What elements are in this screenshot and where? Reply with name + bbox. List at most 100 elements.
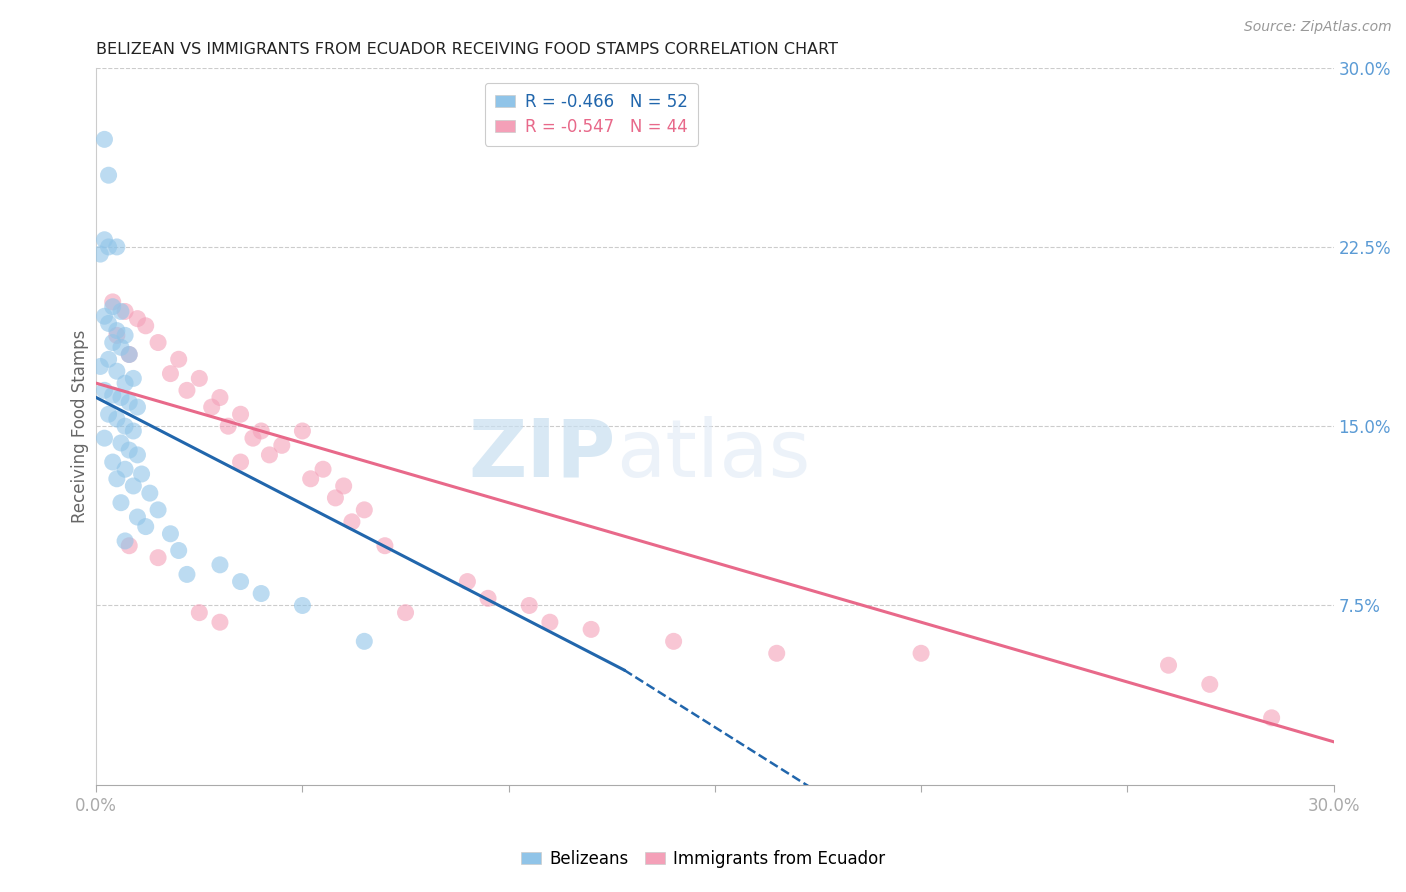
Point — [127, 400, 149, 414]
Point — [105, 240, 128, 254]
Point — [299, 472, 322, 486]
Point — [270, 438, 292, 452]
Point — [188, 606, 211, 620]
Point — [208, 558, 231, 572]
Point — [93, 310, 115, 324]
Y-axis label: Receiving Food Stamps: Receiving Food Stamps — [72, 329, 89, 523]
Point — [242, 431, 264, 445]
Point — [291, 424, 314, 438]
Point — [110, 340, 132, 354]
Point — [97, 352, 120, 367]
Point — [176, 567, 198, 582]
Point — [93, 431, 115, 445]
Point — [340, 515, 363, 529]
Point — [127, 448, 149, 462]
Point — [146, 335, 169, 350]
Point — [114, 304, 136, 318]
Point — [118, 539, 141, 553]
Point — [477, 591, 499, 606]
Point — [538, 615, 561, 630]
Point — [176, 384, 198, 398]
Point — [208, 615, 231, 630]
Point — [101, 300, 124, 314]
Point — [662, 634, 685, 648]
Point — [250, 586, 273, 600]
Point — [122, 424, 145, 438]
Point — [1157, 658, 1180, 673]
Point — [105, 324, 128, 338]
Point — [167, 543, 190, 558]
Point — [291, 599, 314, 613]
Point — [105, 472, 128, 486]
Point — [579, 623, 602, 637]
Point — [127, 510, 149, 524]
Point — [114, 328, 136, 343]
Point — [456, 574, 478, 589]
Point — [97, 317, 120, 331]
Point — [93, 233, 115, 247]
Point — [93, 384, 115, 398]
Point — [89, 359, 111, 374]
Point — [110, 436, 132, 450]
Point — [101, 335, 124, 350]
Point — [118, 347, 141, 361]
Point — [114, 533, 136, 548]
Point — [374, 539, 396, 553]
Text: atlas: atlas — [616, 416, 810, 494]
Point — [250, 424, 273, 438]
Point — [312, 462, 335, 476]
Point — [93, 132, 115, 146]
Point — [118, 347, 141, 361]
Point — [229, 574, 252, 589]
Point — [146, 550, 169, 565]
Point — [105, 364, 128, 378]
Point — [765, 646, 787, 660]
Point — [217, 419, 239, 434]
Point — [114, 376, 136, 391]
Point — [110, 496, 132, 510]
Point — [188, 371, 211, 385]
Point — [135, 519, 157, 533]
Point — [259, 448, 281, 462]
Point — [110, 304, 132, 318]
Point — [1198, 677, 1220, 691]
Point — [122, 479, 145, 493]
Point — [517, 599, 540, 613]
Point — [101, 388, 124, 402]
Point — [910, 646, 932, 660]
Point — [122, 371, 145, 385]
Point — [105, 328, 128, 343]
Point — [229, 455, 252, 469]
Point — [208, 391, 231, 405]
Point — [325, 491, 347, 505]
Text: BELIZEAN VS IMMIGRANTS FROM ECUADOR RECEIVING FOOD STAMPS CORRELATION CHART: BELIZEAN VS IMMIGRANTS FROM ECUADOR RECE… — [96, 42, 838, 57]
Text: Source: ZipAtlas.com: Source: ZipAtlas.com — [1244, 20, 1392, 34]
Point — [114, 462, 136, 476]
Point — [353, 634, 375, 648]
Point — [167, 352, 190, 367]
Point — [97, 240, 120, 254]
Point — [97, 168, 120, 182]
Point — [159, 367, 181, 381]
Point — [105, 412, 128, 426]
Point — [332, 479, 354, 493]
Point — [353, 503, 375, 517]
Point — [101, 455, 124, 469]
Point — [394, 606, 416, 620]
Point — [101, 294, 124, 309]
Point — [139, 486, 162, 500]
Text: ZIP: ZIP — [468, 416, 616, 494]
Point — [159, 526, 181, 541]
Legend: R = -0.466   N = 52, R = -0.547   N = 44: R = -0.466 N = 52, R = -0.547 N = 44 — [485, 83, 697, 145]
Point — [97, 407, 120, 421]
Legend: Belizeans, Immigrants from Ecuador: Belizeans, Immigrants from Ecuador — [515, 844, 891, 875]
Point — [1260, 711, 1282, 725]
Point — [114, 419, 136, 434]
Point — [131, 467, 153, 481]
Point — [127, 311, 149, 326]
Point — [110, 391, 132, 405]
Point — [118, 395, 141, 409]
Point — [89, 247, 111, 261]
Point — [135, 318, 157, 333]
Point — [118, 443, 141, 458]
